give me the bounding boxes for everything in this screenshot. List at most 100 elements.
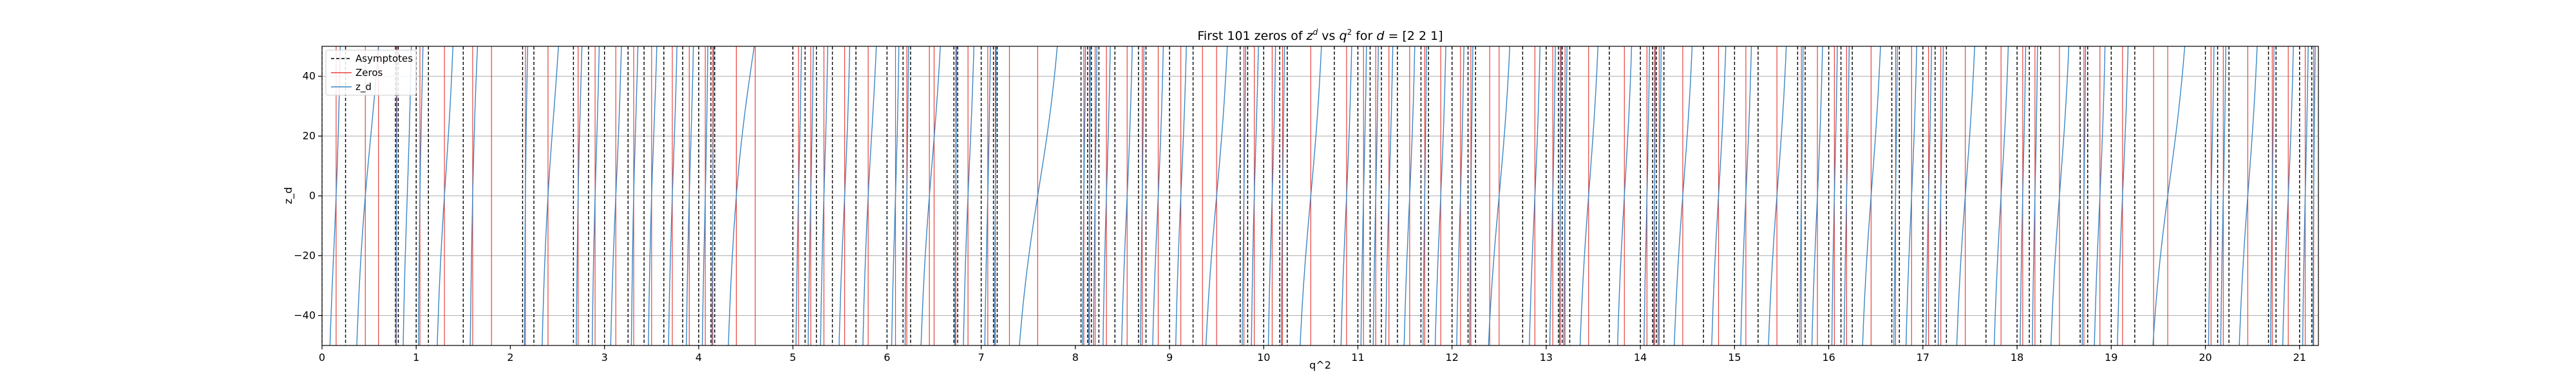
z-d-curve-segment xyxy=(1280,46,1285,345)
z-d-curve-segment xyxy=(2220,46,2226,345)
z-d-curve-segment xyxy=(1175,46,1187,345)
z-d-curve-segment xyxy=(1926,46,1932,345)
z-d-curve-segment xyxy=(838,46,851,345)
z-d-curve-segment xyxy=(1549,46,1556,345)
z-d-curve-segment xyxy=(1205,46,1228,345)
z-d-curve-segment xyxy=(1434,46,1446,345)
z-d-curve-segment xyxy=(329,46,341,345)
z-d-curve-segment xyxy=(1653,46,1656,345)
y-tick-label: −20 xyxy=(294,250,316,262)
legend: Asymptotes Zeros z_d xyxy=(325,50,417,96)
z-d-curve-segment xyxy=(524,46,529,345)
z-d-curve-segment xyxy=(1423,46,1427,345)
z-d-curve-segment xyxy=(1768,46,1787,345)
x-axis-label: q^2 xyxy=(1309,359,1331,371)
z-d-curve-segment xyxy=(1140,46,1144,345)
z-d-curve-segment xyxy=(1360,46,1367,345)
z-d-curve-segment xyxy=(356,46,379,345)
x-tick-label: 16 xyxy=(1822,351,1835,363)
z-d-curve-segment xyxy=(701,46,708,345)
z-d-curve-segment xyxy=(2239,46,2258,345)
z-d-curve-segment xyxy=(437,46,453,345)
z-d-curve-segment xyxy=(2081,46,2087,345)
x-tick-label: 15 xyxy=(1728,351,1741,363)
legend-label-asymptotes: Asymptotes xyxy=(355,53,413,64)
x-tick-label: 18 xyxy=(2011,351,2023,363)
z-d-curve-segment xyxy=(469,46,478,345)
z-d-curve-segment xyxy=(1906,46,1917,345)
legend-label-zeros: Zeros xyxy=(355,67,383,78)
y-tick-label: 20 xyxy=(303,130,316,142)
x-tick-label: 0 xyxy=(319,351,325,363)
z-d-curve-segment xyxy=(2312,46,2316,345)
z-d-curve-segment xyxy=(1340,46,1352,345)
z-d-curve-segment xyxy=(1831,46,1838,345)
z-d-curve-segment xyxy=(2208,46,2215,345)
z-d-curve-segment xyxy=(576,46,583,345)
z-d-curve-segment xyxy=(1893,46,1898,345)
z-d-curve-segment xyxy=(668,46,677,345)
z-d-curve-segment xyxy=(402,46,412,345)
z-d-curve-segment xyxy=(1267,46,1276,345)
z-d-curve-segment xyxy=(630,46,639,345)
z-d-curve-segment xyxy=(1082,46,1086,345)
z-d-curve-segment xyxy=(1740,46,1752,345)
z-d-curve-segment xyxy=(904,46,909,345)
z-d-curve-segment xyxy=(984,46,991,345)
z-d-curve-segment xyxy=(994,46,997,345)
z-d-curve-segment xyxy=(2050,46,2070,345)
x-tick-label: 1 xyxy=(413,351,419,363)
x-tick-label: 2 xyxy=(507,351,513,363)
z-d-curve-segment xyxy=(1529,46,1541,345)
z-d-curve-segment xyxy=(808,46,814,345)
z-d-curve-segment xyxy=(1617,46,1633,345)
y-tick-label: −40 xyxy=(294,309,316,322)
z-d-curve-segment xyxy=(418,46,424,345)
z-d-curve-segment xyxy=(862,46,877,345)
z-d-curve-segment xyxy=(963,46,974,345)
y-axis-ticks: −40 −20 0 20 40 xyxy=(294,70,322,322)
x-axis-ticks: 0 1 2 3 4 5 6 7 8 9 10 11 12 13 14 15 16 17 18 19 20 21 xyxy=(319,345,2306,363)
z-d-curve-segment xyxy=(1799,46,1804,345)
x-tick-label: 9 xyxy=(1166,351,1173,363)
x-tick-label: 3 xyxy=(601,351,608,363)
x-tick-label: 19 xyxy=(2105,351,2117,363)
z-d-curve-segment xyxy=(820,46,829,345)
z-d-curve-segment xyxy=(920,46,941,345)
z-d-curve-segment xyxy=(591,46,600,345)
z-d-curve-segment xyxy=(1811,46,1823,345)
x-tick-label: 20 xyxy=(2199,351,2211,363)
grid xyxy=(322,76,2318,316)
z-d-curve-segment xyxy=(2302,46,2309,345)
z-d-curve-segment xyxy=(1103,46,1111,345)
z-d-curve-segment xyxy=(1657,46,1662,345)
legend-label-z-d: z_d xyxy=(355,81,372,93)
z-d-curve-segment xyxy=(2020,46,2027,345)
z-d-curve-segment xyxy=(686,46,694,345)
z-d-curve-segment xyxy=(1993,46,2009,345)
z-d-curve-segment xyxy=(1956,46,1975,345)
z-d-curve-segment xyxy=(1563,46,1567,345)
x-tick-label: 5 xyxy=(790,351,796,363)
z-d-curve-segment xyxy=(891,46,900,345)
z-d-curve-segment xyxy=(1558,46,1562,345)
z-d-curve-segment xyxy=(2032,46,2038,345)
y-axis-label: z_d xyxy=(282,187,295,205)
x-tick-label: 10 xyxy=(1257,351,1270,363)
z-d-curve-segment xyxy=(1862,46,1881,345)
x-tick-label: 11 xyxy=(1351,351,1364,363)
x-tick-label: 14 xyxy=(1634,351,1647,363)
asymptote-lines xyxy=(322,46,2313,345)
chart-title: First 101 zeros of zd vs q2 for d = [2 2… xyxy=(1197,28,1443,43)
z-d-curve-segment xyxy=(1300,46,1322,345)
z-d-curve-segment xyxy=(711,46,714,345)
z-d-curve-segment xyxy=(1469,46,1473,345)
z-d-curve-segment xyxy=(1372,46,1379,345)
z-d-curve-segment xyxy=(728,46,755,345)
z-d-curve-segment xyxy=(1152,46,1164,345)
z-d-curve-segment xyxy=(1403,46,1416,345)
z-d-curve-segment xyxy=(648,46,658,345)
x-tick-label: 13 xyxy=(1540,351,1553,363)
z-d-curve-segment xyxy=(1643,46,1650,345)
